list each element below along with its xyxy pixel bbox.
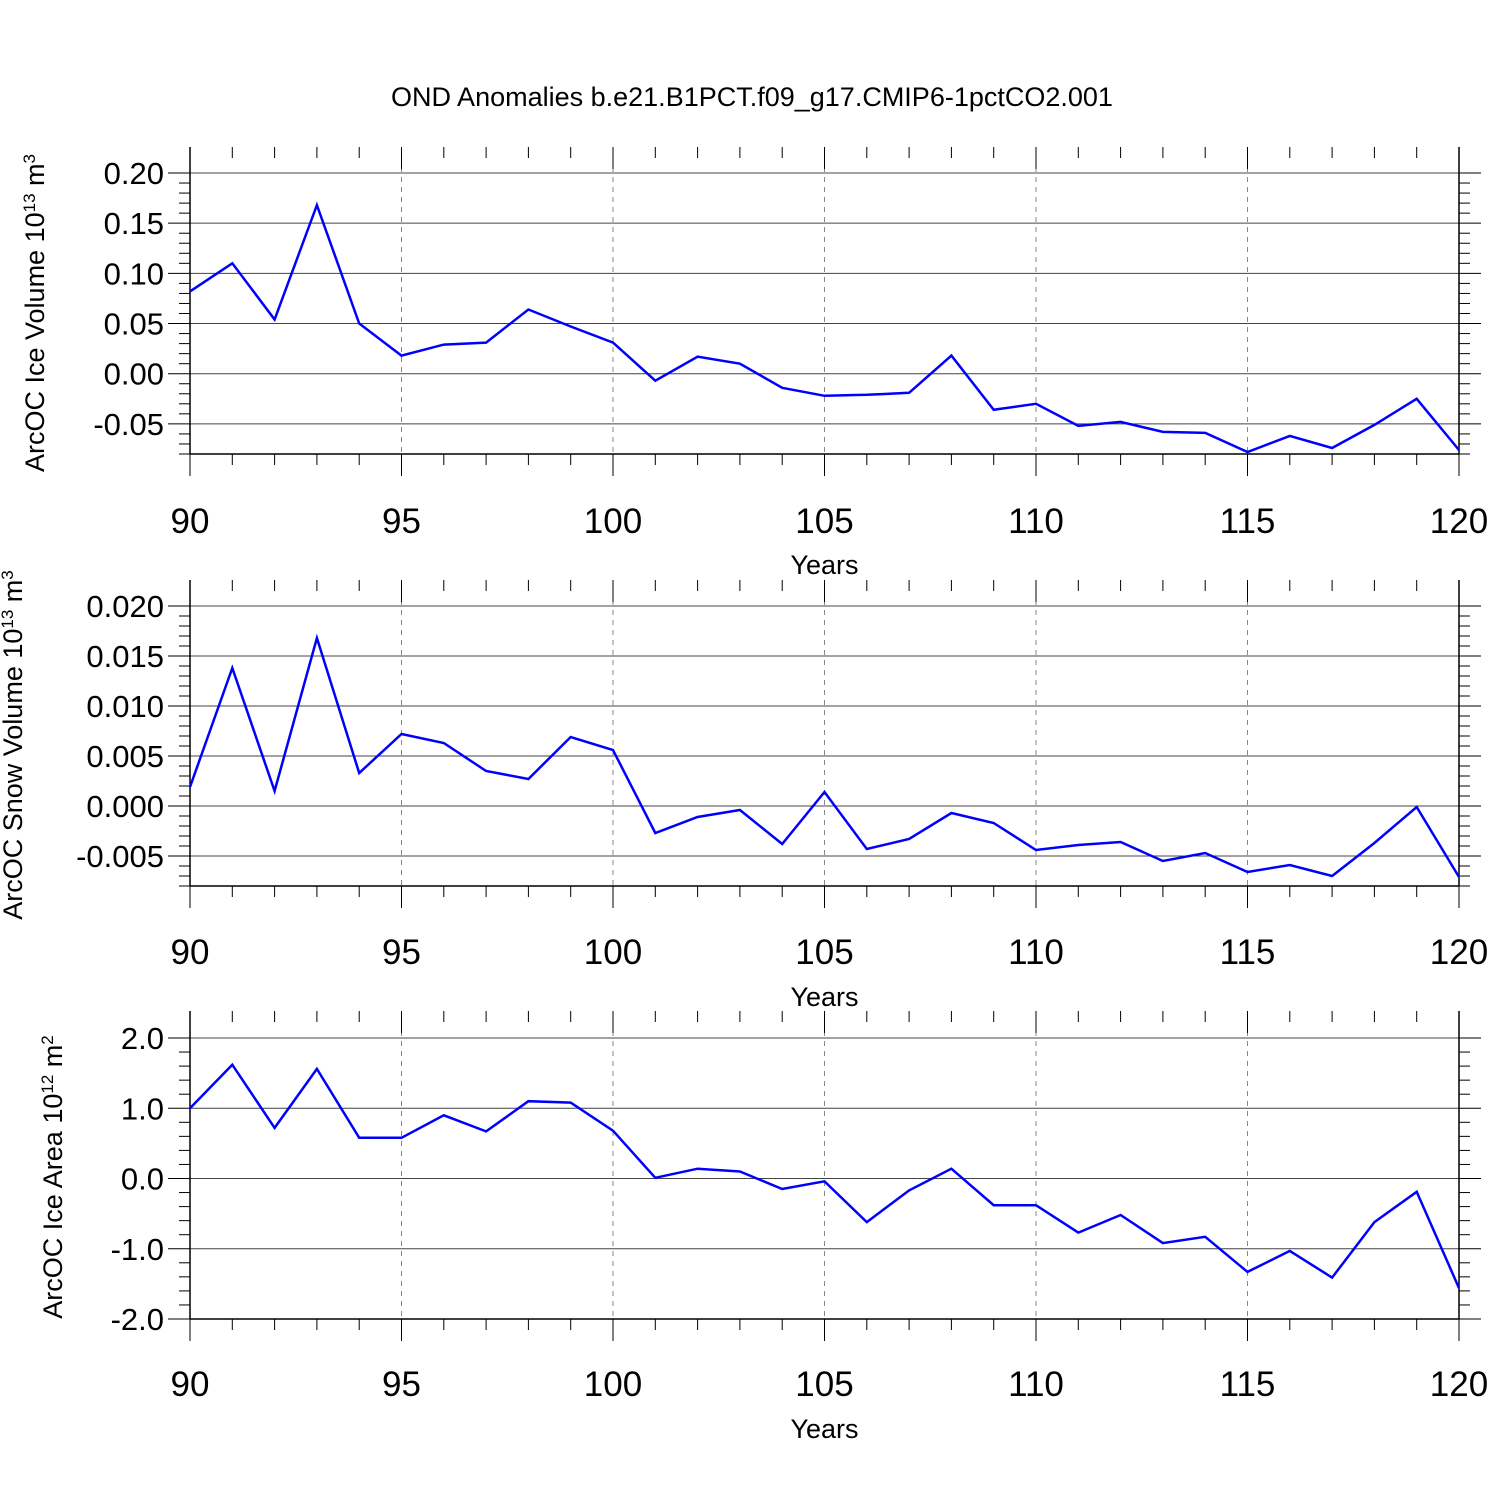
y-axis-label-unit-exponent: 3 <box>0 570 17 579</box>
panels: 0.20 0.15 0.10 0.05 0.00 -0.05 90 95 100 105 110 11… <box>0 147 1488 1444</box>
y-axis-label-exponent: 12 <box>38 1075 57 1094</box>
x-tick-label: 100 <box>584 1365 642 1404</box>
y-tick-label: -2.0 <box>111 1302 164 1337</box>
y-axis-label: ArcOC Ice Area 1012 m2 <box>38 1035 69 1319</box>
y-tick-label: 0.05 <box>104 307 164 342</box>
y-tick-label: -0.05 <box>93 407 164 442</box>
x-axis-label: Years <box>790 1414 858 1444</box>
x-tick-label: 105 <box>795 933 853 972</box>
x-tick-label: 95 <box>382 1365 421 1404</box>
x-tick-label: 110 <box>1008 933 1064 972</box>
y-tick-label: 0.015 <box>86 639 164 674</box>
panel-1: 0.20 0.15 0.10 0.05 0.00 -0.05 90 95 100 105 110 11… <box>20 147 1488 580</box>
x-tick-label: 100 <box>584 933 642 972</box>
x-tick-label: 90 <box>171 502 210 541</box>
x-tick-label: 115 <box>1220 502 1276 541</box>
y-axis-label: ArcOC Snow Volume 1013 m3 <box>0 570 28 920</box>
panel-2: 0.020 0.015 0.010 0.005 0.000 -0.005 90 95 100 10… <box>0 570 1488 1012</box>
y-tick-label: -1.0 <box>111 1232 164 1267</box>
y-tick-label: 0.0 <box>121 1162 164 1197</box>
series-line <box>189 201 1460 454</box>
y-axis-label-unit: m <box>20 163 50 193</box>
x-tick-label: 110 <box>1008 1365 1064 1404</box>
y-tick-label: 0.005 <box>86 739 164 774</box>
x-tick-label: 105 <box>795 1365 853 1404</box>
panel-3: 2.0 1.0 0.0 -1.0 -2.090 95 100 105 110 115 120 Year… <box>38 1011 1488 1444</box>
y-axis-label-unit: m <box>38 1045 68 1075</box>
y-tick-label: 0.020 <box>86 589 164 624</box>
x-tick-label: 115 <box>1220 1365 1276 1404</box>
y-tick-label: 0.00 <box>104 357 164 392</box>
series-line <box>188 633 1461 878</box>
x-tick-label: 90 <box>171 933 210 972</box>
chart-title: OND Anomalies b.e21.B1PCT.f09_g17.CMIP6-… <box>391 82 1113 112</box>
x-tick-label: 115 <box>1220 933 1276 972</box>
x-tick-label: 100 <box>584 502 642 541</box>
y-tick-label: 1.0 <box>121 1091 164 1126</box>
y-axis-label-exponent: 13 <box>0 610 17 629</box>
y-axis-label-main: ArcOC Ice Area 10 <box>38 1094 68 1319</box>
x-tick-label: 95 <box>382 502 421 541</box>
x-tick-label: 110 <box>1008 502 1064 541</box>
x-tick-label: 120 <box>1430 1365 1488 1404</box>
x-tick-label: 120 <box>1430 502 1488 541</box>
y-tick-label: 0.15 <box>104 206 164 241</box>
x-axis-label: Years <box>790 982 858 1012</box>
y-tick-label: 0.000 <box>86 789 164 824</box>
y-axis-label-main: ArcOC Ice Volume 10 <box>20 212 50 472</box>
y-axis-label-exponent: 13 <box>20 193 39 212</box>
y-axis-label: ArcOC Ice Volume 1013 m3 <box>20 154 51 472</box>
y-tick-label: 0.010 <box>86 689 164 724</box>
x-tick-label: 95 <box>382 933 421 972</box>
x-tick-label: 90 <box>171 1365 210 1404</box>
y-tick-label: 0.10 <box>104 256 164 291</box>
series-line <box>189 1062 1461 1289</box>
y-tick-label: -0.005 <box>76 839 164 874</box>
y-tick-label: 2.0 <box>121 1021 164 1056</box>
x-tick-label: 120 <box>1430 933 1488 972</box>
x-axis-label: Years <box>790 550 858 580</box>
y-axis-label-main: ArcOC Snow Volume 10 <box>0 629 28 920</box>
y-axis-label-unit-exponent: 2 <box>38 1035 57 1044</box>
y-tick-label: 0.20 <box>104 156 164 191</box>
x-tick-label: 105 <box>795 502 853 541</box>
y-axis-label-unit-exponent: 3 <box>20 154 39 163</box>
y-axis-label-unit: m <box>0 580 28 610</box>
